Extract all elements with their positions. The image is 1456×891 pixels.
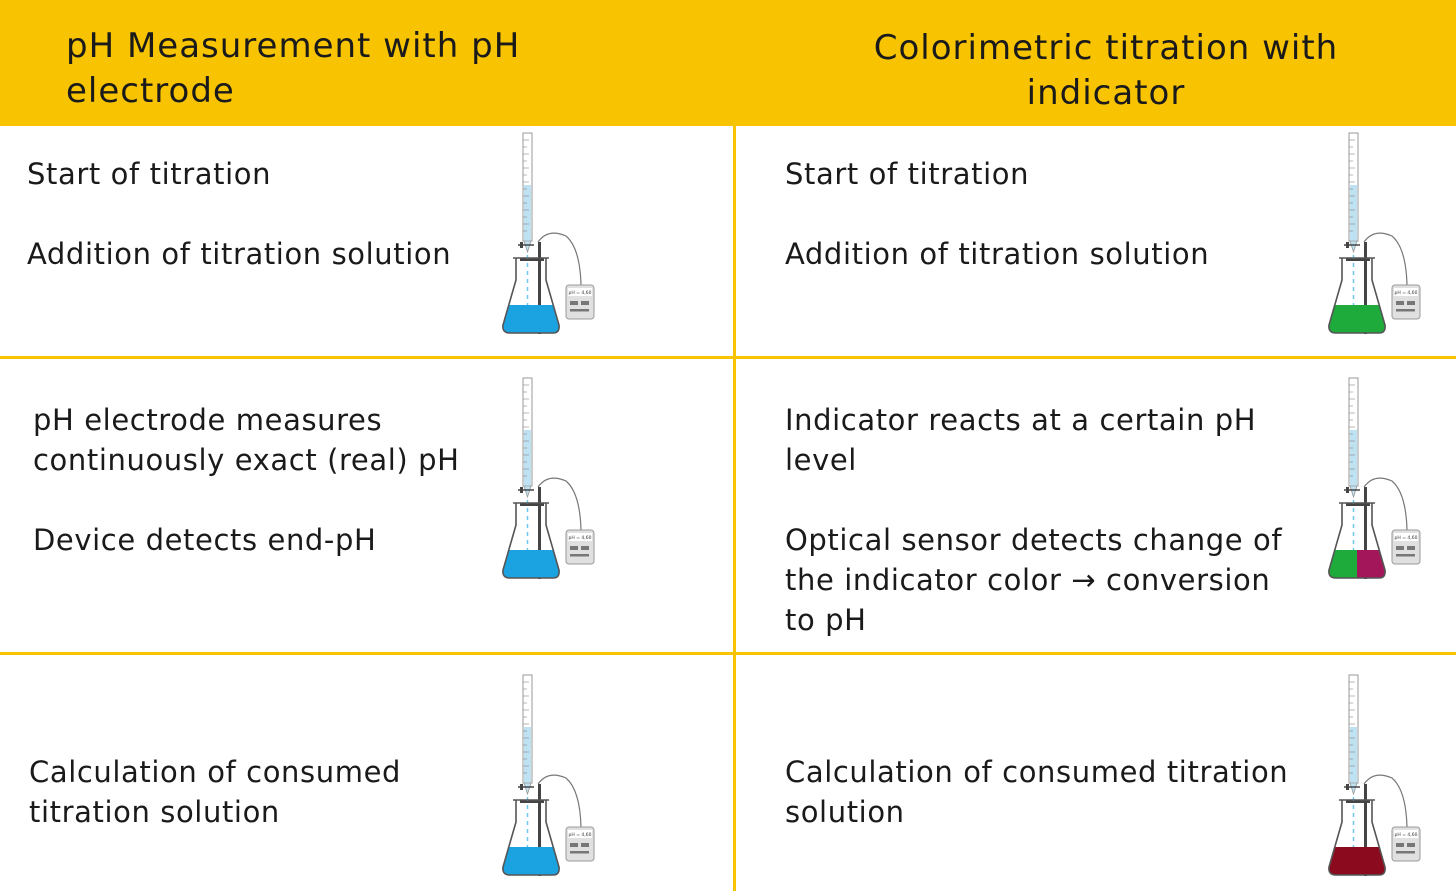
svg-text:pH = 4,60: pH = 4,60 <box>569 832 592 838</box>
row3-left-text-1: Calculation of consumed titration soluti… <box>29 755 402 829</box>
row-divider-1 <box>0 356 1456 359</box>
titration-apparatus-icon: pH = 4,60 <box>498 375 598 585</box>
column-divider <box>733 126 736 891</box>
svg-text:pH = 4,60: pH = 4,60 <box>569 290 592 296</box>
column-title-colorimetric: Colorimetric titration with indicator <box>873 28 1339 113</box>
row-divider-2 <box>0 652 1456 655</box>
svg-text:pH = 4,60: pH = 4,60 <box>1395 290 1418 296</box>
row1-right-text-1: Start of titration <box>785 157 1030 191</box>
row2-left-text-1: pH electrode measures continuously exact… <box>33 403 460 477</box>
titration-apparatus-drawing: pH = 4,60 <box>502 377 595 579</box>
row1-left-text-2: Addition of titration solution <box>27 237 452 271</box>
titration-apparatus-icon: pH = 4,60 <box>1324 672 1424 882</box>
row1-right-text-2: Addition of titration solution <box>785 237 1210 271</box>
row2-right-text-1: Indicator reacts at a certain pH level <box>785 403 1257 477</box>
svg-text:pH = 4,60: pH = 4,60 <box>569 535 592 541</box>
svg-text:pH = 4,60: pH = 4,60 <box>1395 535 1418 541</box>
titration-apparatus-icon: pH = 4,60 <box>1324 130 1424 340</box>
titration-apparatus-drawing: pH = 4,60 <box>502 674 595 876</box>
svg-text:pH = 4,60: pH = 4,60 <box>1395 832 1418 838</box>
row3-right-text-1: Calculation of consumed titration soluti… <box>785 755 1289 829</box>
titration-apparatus-drawing: pH = 4,60 <box>502 132 595 334</box>
row1-left-text-1: Start of titration <box>27 157 272 191</box>
row2-left-text-2: Device detects end-pH <box>33 523 377 557</box>
row2-right-text-2: Optical sensor detects change of the ind… <box>785 523 1283 637</box>
titration-apparatus-drawing: pH = 4,60 <box>1328 674 1421 876</box>
header-bar: pH Measurement with pH electrode Colorim… <box>0 0 1456 126</box>
titration-apparatus-icon: pH = 4,60 <box>498 672 598 882</box>
titration-apparatus-drawing: pH = 4,60 <box>1328 377 1421 579</box>
titration-apparatus-icon: pH = 4,60 <box>1324 375 1424 585</box>
titration-apparatus-drawing: pH = 4,60 <box>1328 132 1421 334</box>
titration-apparatus-icon: pH = 4,60 <box>498 130 598 340</box>
column-title-ph-electrode: pH Measurement with pH electrode <box>66 26 521 111</box>
